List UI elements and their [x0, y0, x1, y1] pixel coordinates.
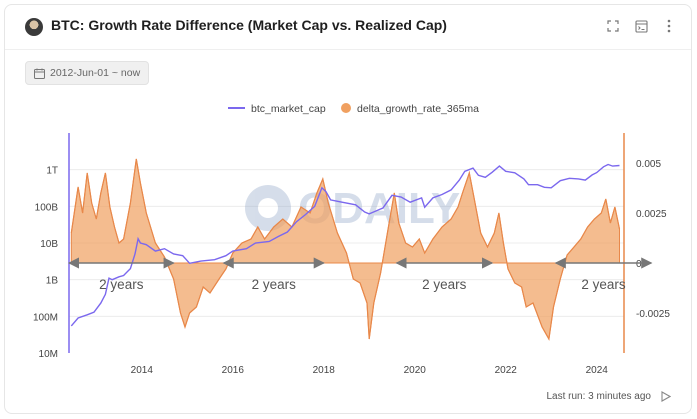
x-axis-tick-label: 2014	[131, 365, 154, 376]
market-cap-line	[70, 163, 620, 327]
card-header: BTC: Growth Rate Difference (Market Cap …	[5, 5, 691, 50]
left-axis-tick-label: 1B	[46, 276, 59, 287]
right-axis-tick-label: 0.005	[636, 159, 661, 170]
x-axis-tick-label: 2022	[495, 365, 518, 376]
code-icon[interactable]	[633, 17, 649, 35]
right-axis-tick-label: 0	[636, 259, 642, 270]
legend-label-market-cap: btc_market_cap	[251, 103, 326, 115]
annotation-label: 2 years	[581, 277, 626, 292]
play-icon[interactable]	[659, 389, 673, 403]
fullscreen-icon[interactable]	[605, 17, 621, 35]
author-avatar[interactable]	[25, 18, 43, 36]
right-axis-tick-label: 0.0025	[636, 209, 667, 220]
x-axis-tick-label: 2024	[586, 365, 609, 376]
header-actions	[605, 17, 677, 35]
chart-svg: ODAILY10M100M1B10B100B1T0.0050.00250-0.0…	[33, 103, 670, 376]
delta-line	[70, 158, 621, 341]
date-range-label: 2012-Jun-01 ~ now	[50, 67, 141, 79]
last-run-text: Last run: 3 minutes ago	[546, 390, 651, 402]
x-axis-tick-label: 2016	[222, 365, 245, 376]
date-range-filter[interactable]: 2012-Jun-01 ~ now	[25, 61, 150, 85]
left-axis-tick-label: 10M	[39, 349, 58, 360]
watermark-logo	[245, 185, 291, 231]
right-axis-tick-label: -0.0025	[636, 309, 670, 320]
legend-swatch-delta	[341, 103, 351, 113]
left-axis-tick-label: 10B	[40, 239, 58, 250]
chart-card: BTC: Growth Rate Difference (Market Cap …	[4, 4, 692, 414]
left-axis-tick-label: 1T	[46, 166, 58, 177]
annotation-label: 2 years	[422, 277, 467, 292]
x-axis-tick-label: 2018	[313, 365, 336, 376]
left-axis-tick-label: 100M	[33, 312, 58, 323]
chart-title: BTC: Growth Rate Difference (Market Cap …	[51, 17, 447, 33]
card-footer: Last run: 3 minutes ago	[546, 389, 673, 403]
x-axis-tick-label: 2020	[404, 365, 427, 376]
left-axis-tick-label: 100B	[35, 202, 59, 213]
more-icon[interactable]	[661, 17, 677, 35]
legend-label-delta: delta_growth_rate_365ma	[357, 103, 479, 115]
annotation-label: 2 years	[99, 277, 144, 292]
calendar-icon	[34, 68, 45, 79]
legend: btc_market_cap delta_growth_rate_365ma	[228, 103, 479, 115]
watermark-logo-inner	[258, 198, 278, 218]
annotation-label: 2 years	[252, 277, 297, 292]
